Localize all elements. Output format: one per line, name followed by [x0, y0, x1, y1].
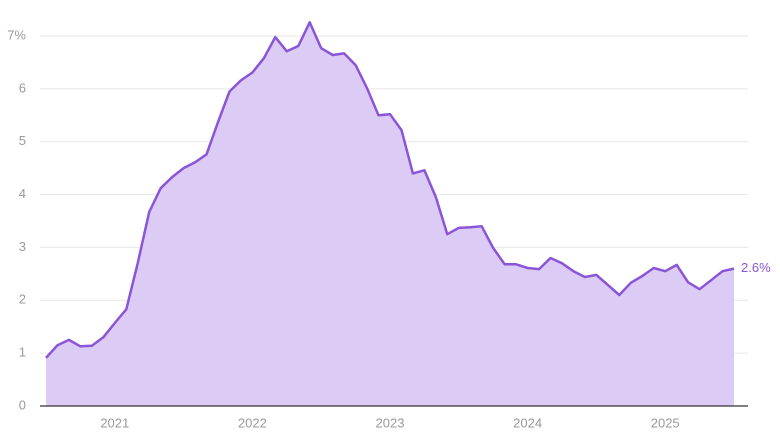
- x-tick-label: 2024: [513, 415, 542, 430]
- y-tick-label: 2: [19, 292, 26, 307]
- y-tick-label: 4: [19, 186, 26, 201]
- area-fill: [46, 22, 734, 407]
- y-tick-label: 3: [19, 239, 26, 254]
- x-tick-label: 2022: [238, 415, 267, 430]
- y-tick-label: 5: [19, 133, 26, 148]
- end-label: 2.6%: [741, 260, 771, 275]
- line: [45, 21, 735, 359]
- y-tick-label: 6: [19, 80, 26, 95]
- x-tick-label: 2023: [376, 415, 405, 430]
- x-tick-label: 2021: [100, 415, 129, 430]
- x-tick-label: 2025: [651, 415, 680, 430]
- y-tick-label: 1: [19, 345, 26, 360]
- y-tick-label: 0: [19, 397, 26, 412]
- y-tick-label: 7%: [7, 27, 26, 42]
